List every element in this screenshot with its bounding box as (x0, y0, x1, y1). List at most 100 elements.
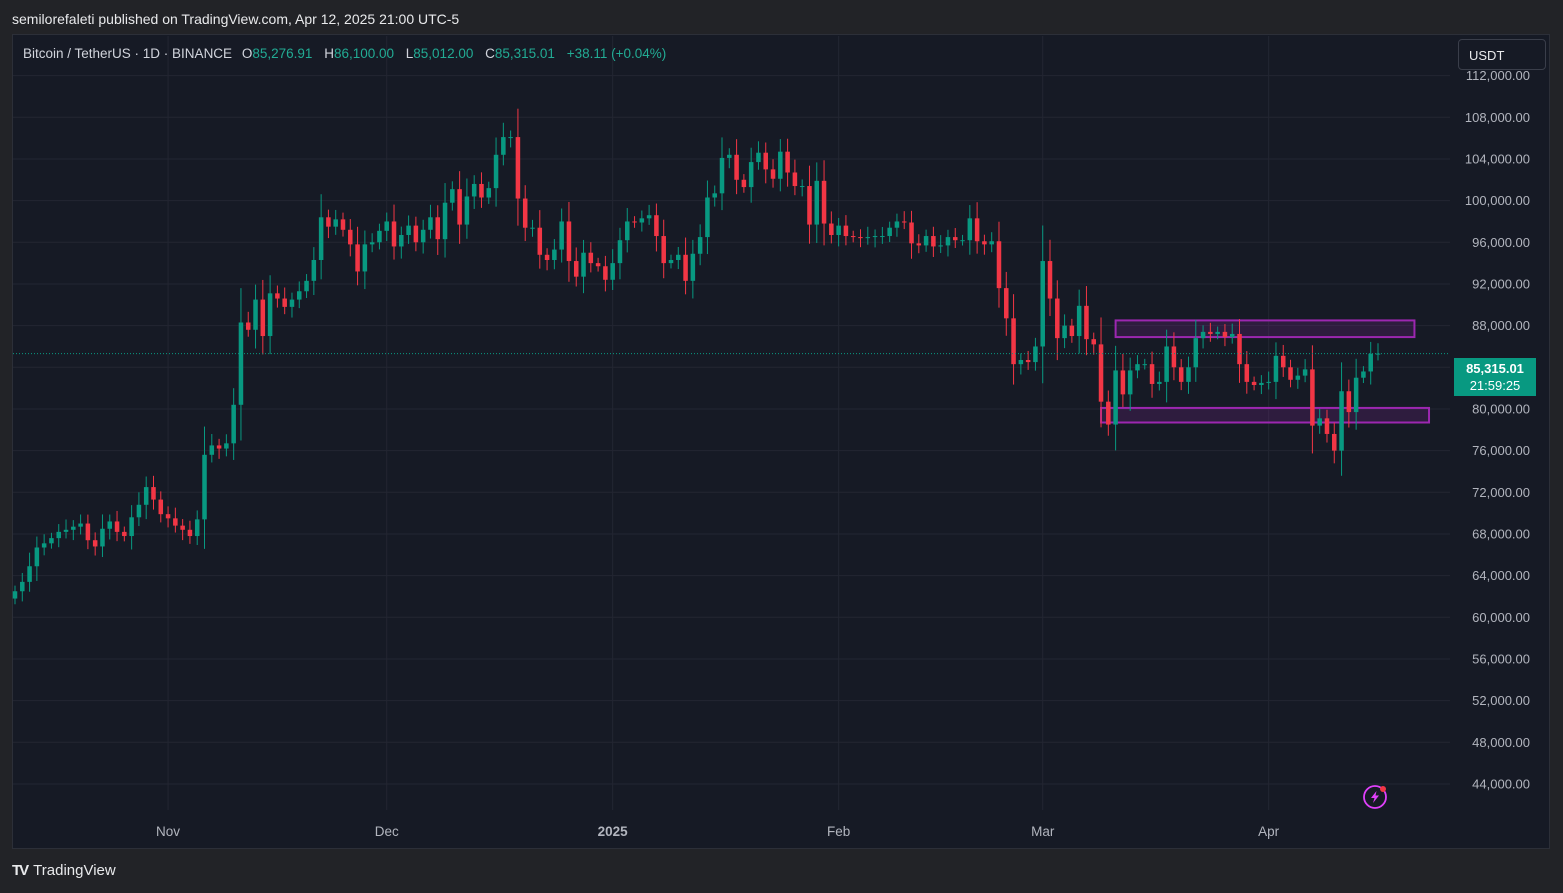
candle-body (479, 183, 484, 198)
tradingview-footer[interactable]: TV TradingView (12, 862, 116, 879)
candle-body (1018, 360, 1024, 365)
high-value: 86,100.00 (333, 46, 394, 61)
candle-body (1069, 325, 1075, 337)
x-tick-label: Apr (1258, 824, 1280, 839)
candle-body (639, 218, 645, 223)
price-zone-box (1100, 406, 1431, 424)
y-tick-label: 56,000.00 (1472, 651, 1530, 666)
candle-body (1339, 391, 1344, 451)
candle-body (1332, 433, 1337, 451)
candle-body (20, 581, 25, 592)
candle-body (676, 254, 681, 260)
candle (916, 234, 922, 254)
candle (435, 205, 441, 255)
candle (632, 216, 637, 228)
candle-body (224, 443, 229, 449)
candle (1346, 379, 1352, 428)
candle (1266, 371, 1271, 390)
x-tick-label: 2025 (598, 824, 629, 839)
candle-body (792, 172, 798, 187)
candle-body (311, 260, 317, 281)
candle (1368, 341, 1373, 385)
candle (821, 160, 827, 246)
candle (1259, 375, 1264, 395)
candle (1018, 353, 1024, 375)
candle (581, 239, 586, 294)
candle (362, 230, 368, 290)
candle-body (515, 137, 521, 199)
symbol-label[interactable]: Bitcoin / TetherUS · 1D · BINANCE (23, 46, 233, 61)
candle (420, 219, 426, 254)
candle (544, 248, 550, 271)
candle (741, 174, 747, 193)
candle-body (785, 151, 790, 173)
high-label: H (324, 46, 334, 61)
candle-body (318, 217, 324, 260)
candle-body (989, 241, 994, 245)
candle (1149, 351, 1155, 398)
candle (311, 247, 317, 295)
candle (931, 226, 936, 257)
currency-button[interactable]: USDT (1458, 39, 1546, 70)
candle (348, 219, 353, 257)
candle (573, 247, 579, 287)
candle-body (231, 404, 236, 444)
candle (267, 275, 273, 355)
candle-body (909, 222, 914, 244)
candle-body (1353, 377, 1359, 413)
candle (1273, 342, 1279, 400)
candle (1033, 337, 1038, 371)
candle-body (821, 180, 827, 224)
candle-body (420, 229, 426, 243)
candle (1047, 239, 1053, 317)
candle-body (100, 528, 105, 547)
candle (216, 438, 222, 459)
candle-body (282, 298, 287, 307)
candle-body (1200, 331, 1206, 339)
candle-body (778, 151, 783, 179)
x-tick-label: Dec (375, 824, 399, 839)
candle-body (1106, 401, 1111, 425)
candle-body (450, 189, 455, 203)
candle (690, 239, 696, 299)
candle-body (173, 518, 178, 526)
chart-frame[interactable] (12, 34, 1550, 849)
candle-body (559, 221, 564, 250)
candle (71, 520, 76, 541)
candle (136, 492, 142, 527)
candle-body (923, 236, 929, 246)
candle-body (297, 291, 302, 300)
candle (464, 178, 470, 239)
candle (792, 159, 798, 196)
candle-body (1288, 367, 1293, 380)
candle-body (1295, 375, 1301, 380)
candle (129, 505, 134, 550)
candle (209, 434, 215, 463)
candle-body (1033, 346, 1038, 363)
candle (85, 514, 91, 550)
candle (1317, 408, 1322, 434)
candle (654, 203, 659, 252)
candle-body (114, 521, 120, 532)
candle (872, 229, 878, 248)
candle-body (588, 252, 594, 264)
candle-body (1186, 367, 1191, 382)
y-tick-label: 60,000.00 (1472, 610, 1530, 625)
candle-body (1368, 353, 1373, 372)
candle (340, 212, 346, 237)
candle (428, 204, 433, 239)
candle (734, 139, 739, 195)
chart-grid (13, 36, 1450, 810)
candle-body (71, 526, 76, 530)
candle (1251, 376, 1257, 391)
candle (304, 274, 309, 299)
candle (727, 148, 732, 169)
candle-body (122, 531, 127, 537)
candle-body (1025, 360, 1031, 363)
candle (1310, 345, 1315, 454)
candle (1098, 317, 1104, 428)
candle (442, 183, 448, 258)
candle (603, 255, 608, 292)
candle-body (756, 152, 761, 163)
